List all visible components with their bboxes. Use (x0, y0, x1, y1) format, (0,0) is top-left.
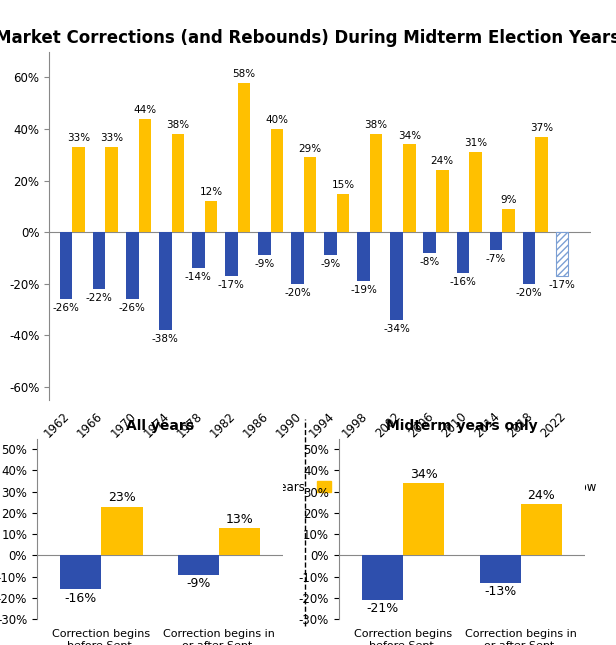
Bar (469, 152, 482, 232)
Bar (556, 232, 568, 276)
Text: 24%: 24% (431, 156, 454, 166)
Bar (238, 83, 250, 232)
Text: -7%: -7% (485, 254, 506, 264)
Bar (60, 232, 73, 299)
Text: -34%: -34% (383, 324, 410, 334)
Bar (258, 232, 271, 255)
Text: -13%: -13% (484, 585, 516, 598)
Bar (178, 555, 219, 575)
Bar (522, 232, 535, 284)
Bar (502, 209, 515, 232)
Title: All years: All years (126, 419, 194, 433)
Text: 33%: 33% (100, 133, 123, 143)
Text: -17%: -17% (218, 280, 245, 290)
Text: -22%: -22% (86, 293, 113, 303)
Text: -9%: -9% (186, 577, 211, 590)
Bar (60, 555, 102, 590)
Text: -26%: -26% (119, 303, 145, 313)
Title: Midterm years only: Midterm years only (386, 419, 538, 433)
Bar (423, 232, 436, 253)
Text: 13%: 13% (225, 513, 253, 526)
Bar (304, 157, 317, 232)
Bar (403, 483, 444, 555)
Bar (480, 555, 521, 583)
Text: 15%: 15% (331, 179, 355, 190)
Bar (205, 201, 217, 232)
Text: 58%: 58% (232, 68, 256, 79)
Text: -8%: -8% (419, 257, 440, 267)
Text: 38%: 38% (365, 120, 387, 130)
Text: 37%: 37% (530, 123, 553, 133)
Bar (535, 137, 548, 232)
Bar (102, 506, 142, 555)
Bar (490, 232, 502, 250)
Text: 44%: 44% (133, 104, 156, 115)
Bar (172, 134, 184, 232)
Bar (291, 232, 304, 284)
Text: -14%: -14% (185, 272, 212, 283)
Text: 31%: 31% (464, 138, 487, 148)
Bar (521, 504, 562, 555)
Bar (357, 232, 370, 281)
Bar (105, 147, 118, 232)
Bar (225, 232, 238, 276)
Text: -9%: -9% (254, 259, 275, 270)
Text: -20%: -20% (284, 288, 311, 298)
Bar (93, 232, 105, 289)
Bar (370, 134, 383, 232)
Text: 34%: 34% (398, 130, 421, 141)
Text: 40%: 40% (265, 115, 288, 125)
Text: -17%: -17% (548, 280, 575, 290)
Text: 12%: 12% (200, 187, 222, 197)
Text: -20%: -20% (516, 288, 542, 298)
Bar (73, 147, 85, 232)
Text: 23%: 23% (108, 491, 136, 504)
Text: 29%: 29% (299, 143, 322, 154)
Text: -16%: -16% (65, 591, 97, 604)
Text: 34%: 34% (410, 468, 438, 481)
Bar (337, 194, 349, 232)
Bar (126, 232, 139, 299)
Text: 9%: 9% (500, 195, 517, 205)
Bar (159, 232, 172, 330)
Bar (219, 528, 260, 555)
Text: -38%: -38% (152, 334, 179, 344)
Bar (271, 129, 283, 232)
Text: 24%: 24% (527, 490, 555, 502)
Bar (391, 232, 403, 320)
Bar (403, 144, 416, 232)
Bar (436, 170, 448, 232)
Text: -9%: -9% (320, 259, 341, 270)
Text: Market Corrections (and Rebounds) During Midterm Election Years: Market Corrections (and Rebounds) During… (0, 29, 616, 47)
Bar (324, 232, 337, 255)
Legend: Market correction during midterm years, One-year return off midterm correction l: Market correction during midterm years, … (40, 476, 601, 499)
Text: 38%: 38% (166, 120, 190, 130)
Text: -21%: -21% (367, 602, 399, 615)
Text: 33%: 33% (67, 133, 91, 143)
Bar (192, 232, 205, 268)
Bar (362, 555, 403, 600)
Bar (139, 119, 151, 232)
Text: -26%: -26% (53, 303, 79, 313)
Text: -19%: -19% (350, 285, 377, 295)
Text: -16%: -16% (449, 277, 476, 288)
Bar (456, 232, 469, 273)
